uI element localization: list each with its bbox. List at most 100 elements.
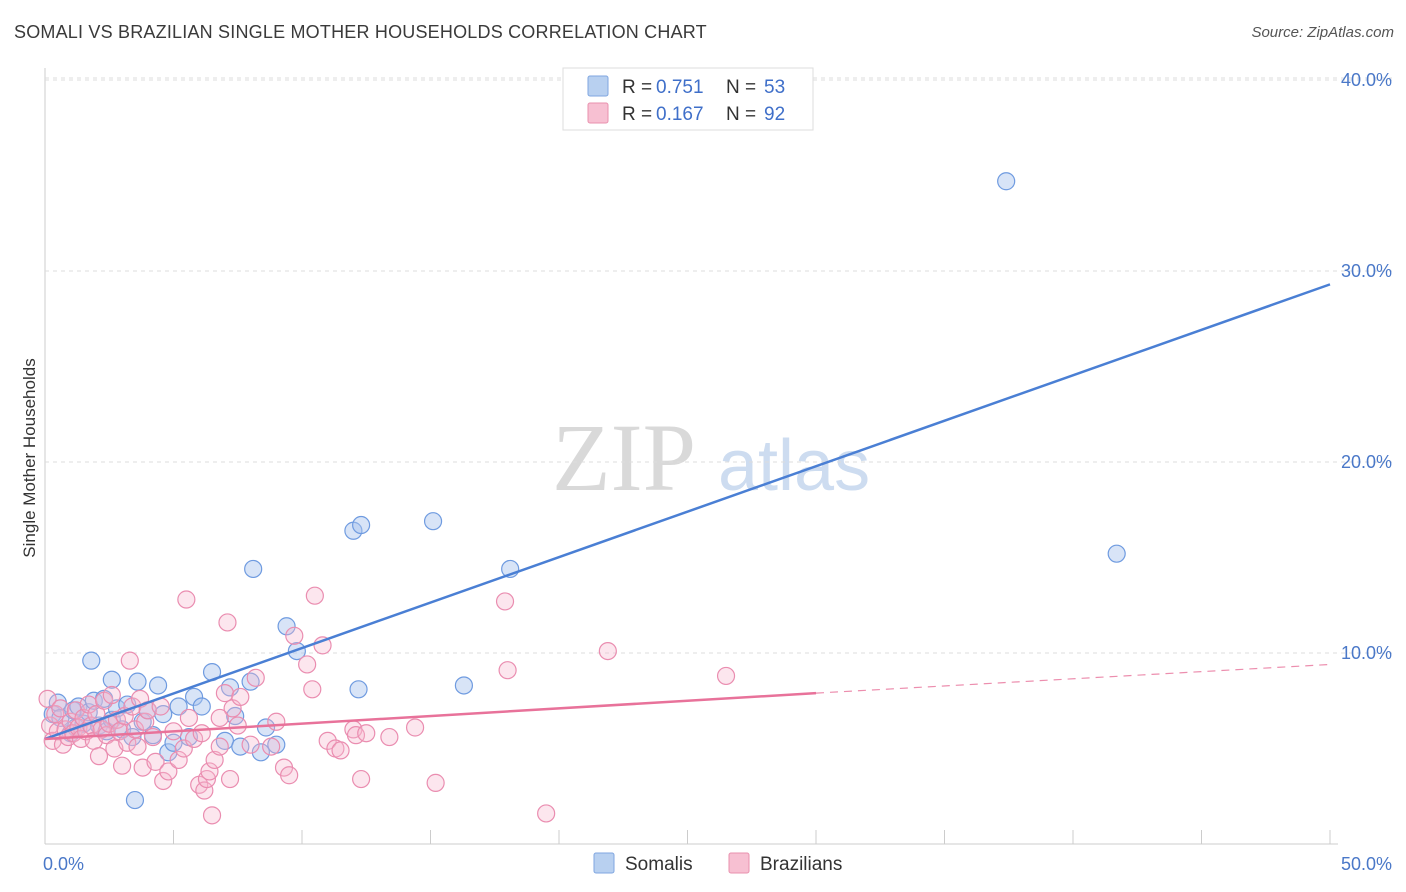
legend-n-label-brazilians: N = [726, 104, 756, 125]
somalis-point-18 [128, 672, 147, 691]
brazilians-point-67 [262, 737, 281, 756]
brazilians-point-5 [51, 699, 70, 718]
brazilians-point-43 [154, 771, 173, 791]
somalis-point-26 [169, 697, 188, 716]
brazilians-point-52 [192, 724, 211, 743]
brazilians-point-16 [79, 695, 98, 714]
somalis-point-49 [997, 172, 1016, 191]
legend-r-value-brazilians: 0.167 [656, 104, 704, 125]
top-legend: R = 0.751 N = 53 R = 0.167 N = 92 [562, 67, 814, 131]
brazilians-point-41 [146, 752, 165, 771]
brazilians-point-44 [159, 762, 178, 781]
brazilians-point-72 [298, 655, 317, 674]
legend-r-value-somalis: 0.751 [656, 77, 704, 98]
brazilians-trend-line [44, 691, 817, 741]
brazilians-point-65 [241, 735, 260, 754]
trend-lines [44, 283, 1331, 741]
brazilians-point-46 [169, 750, 188, 770]
brazilians-point-89 [716, 666, 736, 686]
y-tick-label-20: 20.0% [1341, 452, 1392, 472]
legend-swatch-somalis [587, 75, 609, 97]
brazilians-point-48 [177, 590, 196, 609]
legend-r-label-brazilians: R = [622, 104, 652, 125]
somalis-point-41 [349, 680, 368, 699]
somalis-point-51 [82, 651, 101, 670]
brazilians-trend-extension [815, 663, 1331, 694]
brazilians-point-53 [195, 781, 214, 800]
x-tick-label-min: 0.0% [43, 854, 84, 874]
brazilians-point-56 [202, 806, 222, 825]
somalis-point-47 [244, 559, 263, 579]
brazilians-point-75 [318, 731, 337, 750]
y-axis-label: Single Mother Households [20, 358, 39, 557]
brazilians-point-82 [380, 727, 399, 747]
bottom-legend-swatch-brazilians [728, 852, 750, 874]
somalis-point-28 [184, 687, 204, 707]
brazilians-point-71 [285, 626, 304, 645]
brazilians-point-58 [210, 737, 229, 756]
brazilians-point-49 [179, 708, 199, 728]
somalis-point-29 [192, 697, 211, 716]
legend-n-value-somalis: 53 [764, 77, 785, 98]
somalis-point-22 [148, 676, 168, 695]
bottom-legend-swatch-somalis [593, 852, 615, 874]
brazilians-point-35 [128, 737, 147, 756]
somalis-point-36 [251, 743, 270, 762]
chart-title: SOMALI VS BRAZILIAN SINGLE MOTHER HOUSEH… [14, 22, 707, 42]
y-tick-labels: 10.0% 20.0% 30.0% 40.0% [1341, 70, 1392, 663]
legend-n-value-brazilians: 92 [764, 104, 785, 125]
brazilians-point-80 [352, 769, 371, 789]
somalis-point-44 [423, 512, 443, 531]
somalis-trend-line [44, 283, 1331, 741]
brazilians-point-85 [495, 592, 515, 611]
brazilians-point-32 [120, 651, 139, 670]
brazilians-point-77 [331, 741, 350, 760]
brazilians-point-57 [205, 750, 224, 770]
somalis-point-43 [352, 515, 371, 535]
y-tick-label-30: 30.0% [1341, 261, 1392, 281]
brazilians-point-86 [498, 661, 517, 680]
somalis-point-39 [277, 617, 296, 636]
brazilians-point-0 [38, 689, 57, 708]
y-tick-label-10: 10.0% [1341, 643, 1392, 663]
brazilians-point-29 [112, 756, 132, 775]
brazilians-point-84 [426, 773, 445, 792]
brazilians-point-55 [200, 762, 219, 781]
legend-swatch-brazilians [587, 102, 609, 124]
brazilians-point-74 [305, 586, 324, 605]
somalis-point-52 [102, 670, 121, 689]
y-tick-label-40: 40.0% [1341, 70, 1392, 90]
brazilians-point-20 [89, 747, 109, 766]
x-tick-label-max: 50.0% [1341, 854, 1392, 874]
brazilians-point-59 [215, 684, 234, 703]
brazilians-point-91 [210, 708, 229, 728]
brazilians-point-81 [357, 724, 376, 743]
bottom-legend-label-somalis: Somalis [625, 854, 693, 875]
x-ticks [44, 830, 1331, 844]
brazilians-point-68 [267, 712, 286, 731]
brazilians-point-73 [303, 680, 322, 699]
legend-n-label-somalis: N = [726, 77, 756, 98]
watermark-zip: ZIP [552, 404, 696, 511]
brazilians-point-61 [220, 769, 240, 789]
legend-r-label-somalis: R = [622, 77, 652, 98]
data-points [38, 172, 1126, 825]
brazilians-point-64 [231, 687, 250, 707]
brazilians-point-83 [405, 718, 425, 737]
brazilians-point-70 [280, 766, 299, 785]
brazilians-point-87 [537, 804, 556, 823]
brazilians-point-60 [218, 613, 237, 632]
somalis-point-24 [159, 743, 178, 762]
brazilians-point-66 [246, 668, 265, 687]
somalis-point-50 [1107, 544, 1126, 563]
bottom-legend: Somalis Brazilians [593, 852, 842, 875]
brazilians-point-38 [136, 712, 155, 731]
somalis-point-45 [454, 676, 474, 695]
brazilians-point-88 [598, 641, 617, 661]
bottom-legend-label-brazilians: Brazilians [760, 854, 842, 875]
brazilians-point-63 [228, 716, 247, 735]
source-label: Source: ZipAtlas.com [1251, 24, 1394, 41]
somalis-point-48 [125, 790, 145, 810]
brazilians-point-25 [102, 685, 121, 705]
